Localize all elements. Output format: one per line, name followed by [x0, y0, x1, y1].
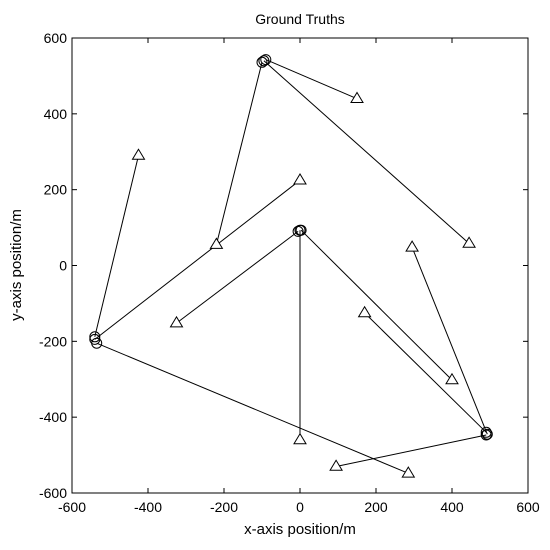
x-tick-label: 0 [296, 499, 304, 515]
chart-title: Ground Truths [255, 11, 345, 27]
track-line-6 [176, 231, 299, 324]
start-point-6 [169, 315, 184, 328]
y-tick-label: 200 [44, 182, 68, 198]
y-tick-label: -200 [39, 333, 67, 349]
track-line-9 [96, 342, 409, 474]
track-line-4 [94, 155, 139, 337]
start-point-11 [405, 240, 419, 252]
track-line-3 [263, 60, 470, 244]
markers [89, 54, 493, 478]
axes [71, 37, 529, 494]
y-tick-label: -600 [39, 485, 67, 501]
track-line-5 [94, 179, 301, 340]
end-point-3 [258, 55, 270, 67]
end-point-8 [295, 224, 307, 236]
y-axis-label: y-axis position/m [8, 209, 25, 321]
x-tick-label: 200 [364, 499, 388, 515]
track-line-11 [411, 247, 488, 435]
start-point-8 [445, 372, 459, 385]
start-point-5 [293, 173, 307, 185]
x-tick-label: -200 [210, 499, 238, 515]
start-point-1 [350, 91, 364, 103]
end-point-4 [89, 331, 101, 343]
track-line-1 [265, 59, 358, 100]
end-point-12 [480, 429, 492, 441]
y-tick-label: 600 [44, 30, 68, 46]
end-point-10 [480, 426, 492, 438]
track-line-10 [364, 312, 487, 433]
y-tick-label: 0 [59, 258, 67, 274]
x-axis-ticks: -600 -400 -200 0 200 400 600 [58, 499, 540, 515]
start-point-4 [131, 148, 146, 160]
end-point-2 [256, 56, 268, 68]
y-tick-label: 400 [44, 106, 68, 122]
start-point-9 [401, 466, 416, 478]
end-point-11 [481, 428, 493, 440]
x-tick-label: 600 [516, 499, 540, 515]
track-line-8 [300, 229, 453, 381]
plot-area [71, 37, 529, 494]
x-axis-label: x-axis position/m [244, 521, 356, 538]
track-line-2 [215, 62, 263, 245]
x-tick-label: -400 [134, 499, 162, 515]
y-axis-ticks: 600 400 200 0 -200 -400 -600 [39, 30, 67, 501]
end-point-1 [260, 54, 272, 66]
start-point-12 [329, 459, 343, 471]
track-line-12 [335, 434, 487, 467]
start-point-10 [357, 305, 372, 318]
start-point-7 [293, 432, 307, 445]
y-tick-label: -400 [39, 409, 67, 425]
tracks [94, 59, 488, 474]
x-tick-label: 400 [440, 499, 464, 515]
end-point-9 [91, 337, 103, 349]
start-point-2 [209, 237, 224, 249]
start-point-3 [462, 236, 476, 248]
x-tick-label: -600 [58, 499, 86, 515]
